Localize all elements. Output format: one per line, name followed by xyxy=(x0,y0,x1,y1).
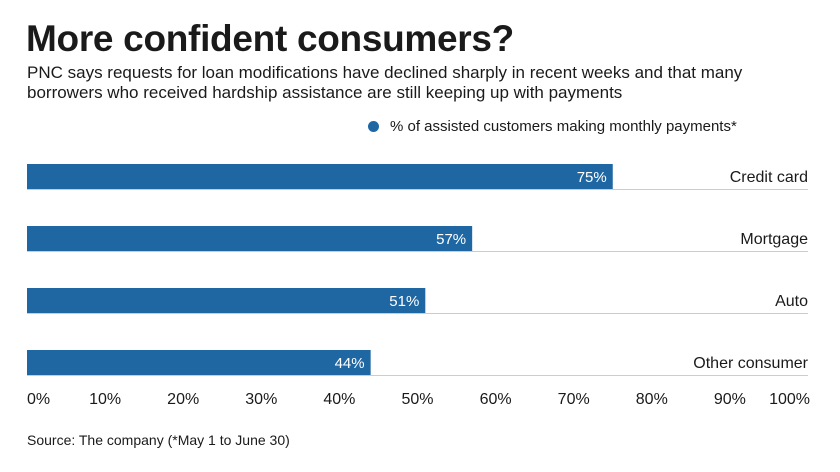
bar xyxy=(27,226,473,251)
bar-value-label: 44% xyxy=(335,355,365,372)
category-label: Auto xyxy=(775,293,808,310)
x-tick-label: 30% xyxy=(245,391,277,408)
x-tick-label: 50% xyxy=(401,391,433,408)
x-tick-label: 60% xyxy=(480,391,512,408)
category-label: Mortgage xyxy=(740,231,808,248)
bar-value-label: 51% xyxy=(389,293,419,310)
x-tick-label: 20% xyxy=(167,391,199,408)
bar-value-label: 57% xyxy=(436,231,466,248)
source-note: Source: The company (*May 1 to June 30) xyxy=(27,432,290,448)
chart-title: More confident consumers? xyxy=(26,18,514,59)
category-label: Credit card xyxy=(730,169,808,186)
x-tick-label: 80% xyxy=(636,391,668,408)
bar xyxy=(27,288,426,313)
legend: % of assisted customers making monthly p… xyxy=(368,118,737,135)
category-label: Other consumer xyxy=(693,355,808,372)
x-tick-label: 0% xyxy=(27,391,50,408)
bar xyxy=(27,164,613,189)
x-tick-label: 40% xyxy=(323,391,355,408)
x-tick-label: 90% xyxy=(714,391,746,408)
x-tick-label: 100% xyxy=(769,391,810,408)
chart-subtitle: PNC says requests for loan modifications… xyxy=(27,63,743,102)
legend-label: % of assisted customers making monthly p… xyxy=(390,118,737,135)
x-tick-label: 10% xyxy=(89,391,121,408)
legend-swatch xyxy=(368,121,379,132)
x-tick-label: 70% xyxy=(558,391,590,408)
bar-value-label: 75% xyxy=(577,169,607,186)
bar xyxy=(27,350,371,375)
